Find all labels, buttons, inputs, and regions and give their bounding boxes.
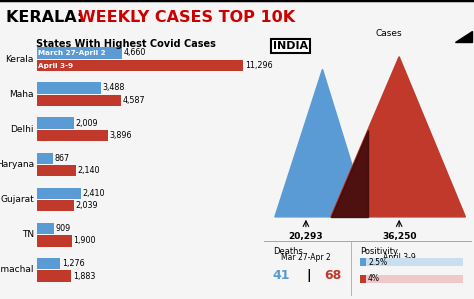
Text: 2,140: 2,140 xyxy=(78,166,100,175)
Text: TN: TN xyxy=(22,230,34,239)
Text: Delhi: Delhi xyxy=(10,125,34,134)
Bar xyxy=(37,95,121,106)
Text: Maha: Maha xyxy=(9,90,34,99)
Bar xyxy=(360,258,366,266)
Text: INDIA: INDIA xyxy=(273,41,308,51)
Bar xyxy=(37,82,101,94)
Polygon shape xyxy=(331,57,465,217)
Text: Deaths: Deaths xyxy=(273,247,303,256)
Text: 1,883: 1,883 xyxy=(73,271,95,280)
Text: 3,488: 3,488 xyxy=(102,83,125,92)
Bar xyxy=(37,47,122,59)
Bar xyxy=(37,118,74,129)
Text: 11,296: 11,296 xyxy=(245,61,273,70)
Bar xyxy=(37,200,74,211)
Polygon shape xyxy=(331,129,368,217)
Polygon shape xyxy=(455,31,472,42)
Bar xyxy=(37,152,53,164)
Bar xyxy=(37,270,72,282)
Text: 4%: 4% xyxy=(368,274,380,283)
Text: Gujarat: Gujarat xyxy=(0,195,34,204)
Text: States With Highest Covid Cases: States With Highest Covid Cases xyxy=(36,39,216,49)
Text: KERALA:: KERALA: xyxy=(6,10,89,25)
Text: Kerala: Kerala xyxy=(5,55,34,64)
Text: 4,587: 4,587 xyxy=(122,96,145,105)
Text: WEEKLY CASES TOP 10K: WEEKLY CASES TOP 10K xyxy=(78,10,295,25)
Bar xyxy=(360,275,366,283)
Text: 41: 41 xyxy=(273,269,290,282)
Text: 68: 68 xyxy=(325,269,342,282)
Text: 867: 867 xyxy=(55,154,70,163)
Bar xyxy=(37,60,244,71)
Text: 2.5%: 2.5% xyxy=(368,258,387,267)
Text: 909: 909 xyxy=(55,224,71,233)
Polygon shape xyxy=(275,69,368,217)
Text: 36,250: 36,250 xyxy=(382,232,416,241)
Text: |: | xyxy=(306,269,310,282)
Text: April 3-9: April 3-9 xyxy=(38,62,73,68)
Bar xyxy=(37,130,108,141)
Text: Cases: Cases xyxy=(375,29,402,38)
Bar xyxy=(37,258,60,269)
Text: 20,293: 20,293 xyxy=(289,232,323,241)
Text: Himachal: Himachal xyxy=(0,265,34,274)
Bar xyxy=(37,165,76,176)
Text: 1,276: 1,276 xyxy=(62,259,84,268)
Bar xyxy=(37,223,54,234)
Text: Mar 27-Apr 2: Mar 27-Apr 2 xyxy=(281,253,331,262)
Bar xyxy=(37,235,72,247)
Text: 2,410: 2,410 xyxy=(82,189,105,198)
Text: 3,896: 3,896 xyxy=(109,131,132,140)
Text: Positivity: Positivity xyxy=(360,247,398,256)
Bar xyxy=(366,258,464,266)
Text: 1,900: 1,900 xyxy=(73,237,96,245)
Text: April 3-9: April 3-9 xyxy=(383,253,416,262)
Text: March 27-April 2: March 27-April 2 xyxy=(38,50,106,56)
Text: 4,660: 4,660 xyxy=(124,48,146,57)
Text: 2,039: 2,039 xyxy=(76,201,99,210)
Bar xyxy=(366,275,464,283)
Bar xyxy=(37,187,81,199)
Text: 2,009: 2,009 xyxy=(75,118,98,128)
Text: Haryana: Haryana xyxy=(0,160,34,169)
